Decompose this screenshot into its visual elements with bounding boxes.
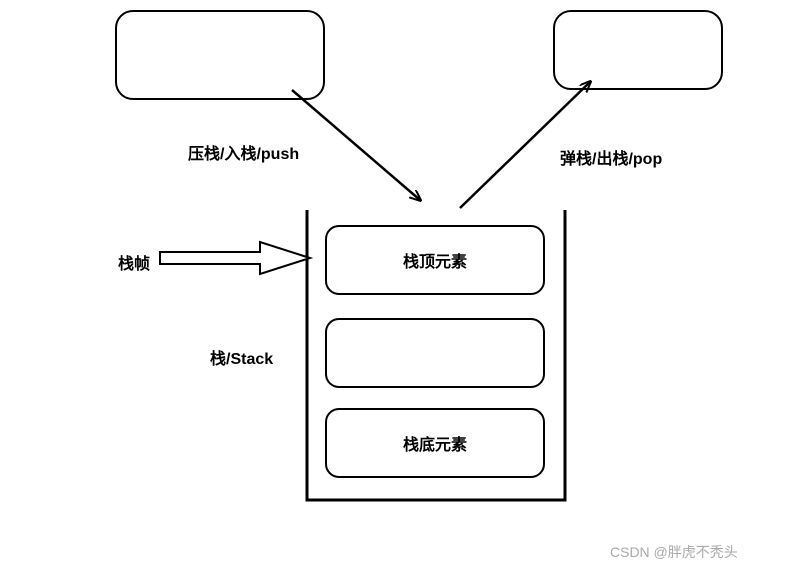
stack-frame-arrow [160,242,310,274]
watermark: CSDN @胖虎不秃头 [610,542,738,562]
push-arrow [292,90,420,200]
stack-label: 栈/Stack [210,345,273,369]
pop-target-box [553,10,723,90]
stack-top-label: 栈顶元素 [403,248,467,272]
stack-top-element: 栈顶元素 [325,225,545,295]
push-source-box [115,10,325,100]
stack-frame-label: 栈帧 [118,250,150,274]
stack-bottom-label: 栈底元素 [403,431,467,455]
pop-label: 弹栈/出栈/pop [560,145,662,169]
push-label: 压栈/入栈/push [188,140,299,164]
stack-mid-element [325,318,545,388]
stack-bottom-element: 栈底元素 [325,408,545,478]
